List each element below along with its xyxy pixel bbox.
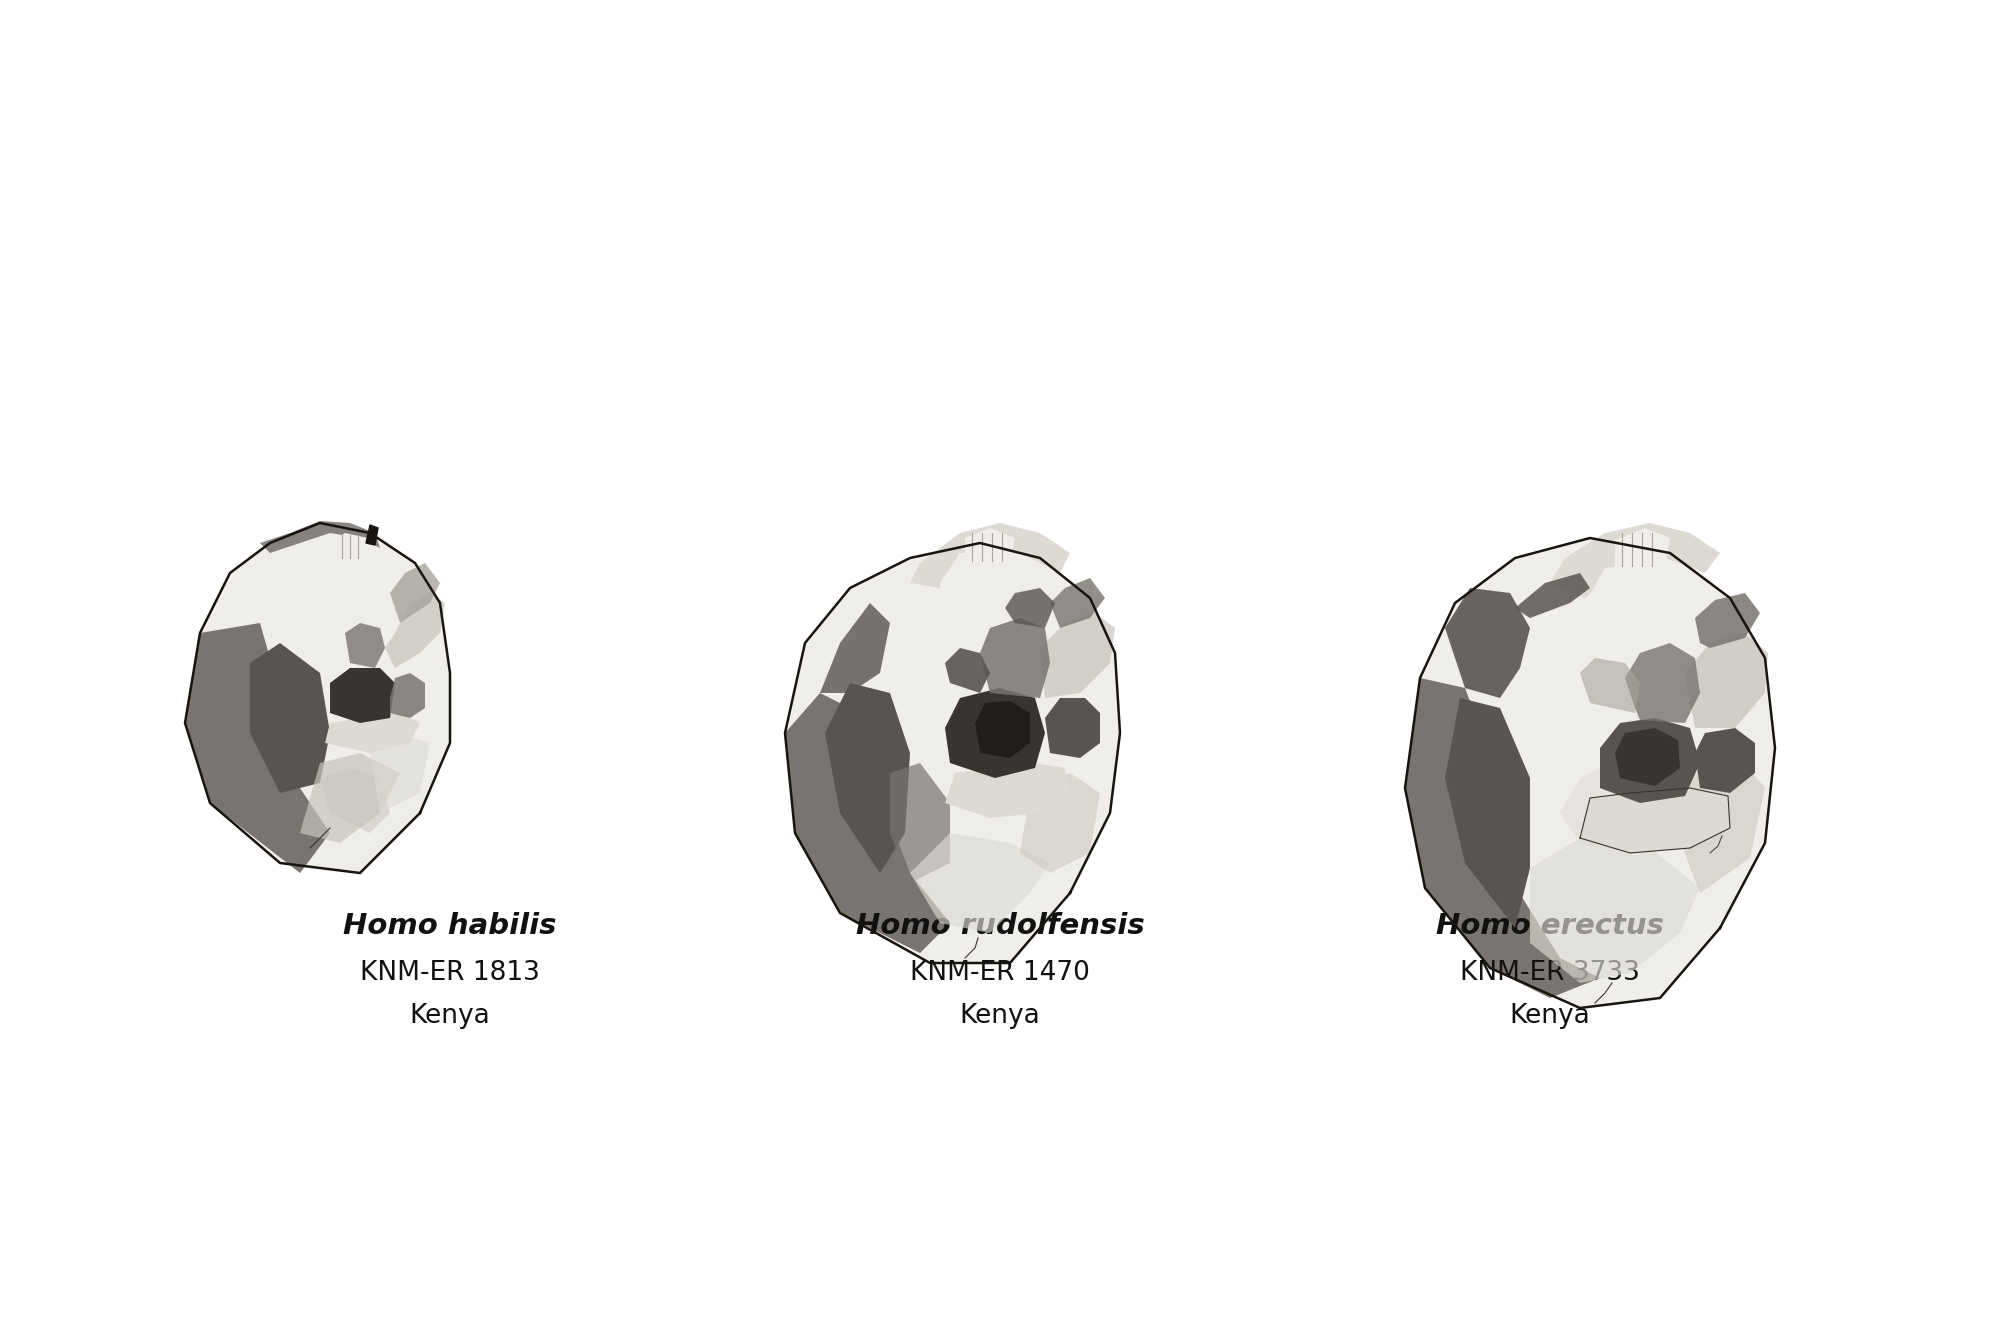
Polygon shape [1530, 838, 1700, 982]
Polygon shape [1404, 539, 1776, 1008]
Polygon shape [1696, 728, 1756, 793]
Polygon shape [910, 523, 1070, 588]
Polygon shape [1684, 633, 1768, 728]
Polygon shape [330, 668, 396, 722]
Polygon shape [964, 528, 1016, 563]
Polygon shape [1616, 728, 1680, 786]
Text: Kenya: Kenya [1510, 1002, 1590, 1029]
Polygon shape [784, 693, 950, 953]
Polygon shape [1040, 613, 1116, 698]
Polygon shape [1580, 659, 1640, 713]
Polygon shape [1600, 718, 1700, 802]
Polygon shape [826, 682, 910, 873]
Polygon shape [370, 733, 430, 813]
Polygon shape [250, 643, 330, 793]
Polygon shape [946, 762, 1070, 818]
Polygon shape [946, 688, 1044, 778]
Polygon shape [1584, 563, 1676, 720]
Polygon shape [1006, 588, 1056, 628]
Polygon shape [1624, 643, 1700, 722]
Polygon shape [1404, 678, 1600, 998]
Polygon shape [890, 762, 950, 882]
Polygon shape [260, 521, 380, 553]
Text: Homo rudolfensis: Homo rudolfensis [856, 912, 1144, 941]
Polygon shape [324, 543, 390, 633]
Text: Kenya: Kenya [410, 1002, 490, 1029]
Text: KNM-ER 1813: KNM-ER 1813 [360, 960, 540, 986]
Polygon shape [1616, 528, 1670, 568]
Polygon shape [1044, 698, 1100, 758]
Polygon shape [366, 525, 378, 545]
Polygon shape [184, 523, 450, 873]
Polygon shape [1580, 788, 1730, 853]
Polygon shape [1560, 758, 1670, 853]
Polygon shape [1516, 573, 1590, 619]
Polygon shape [390, 563, 440, 623]
Text: KNM-ER 1470: KNM-ER 1470 [910, 960, 1090, 986]
Polygon shape [390, 673, 424, 718]
Polygon shape [1550, 523, 1720, 599]
Polygon shape [300, 753, 400, 842]
Polygon shape [184, 623, 330, 873]
Text: Kenya: Kenya [960, 1002, 1040, 1029]
Polygon shape [946, 648, 990, 693]
Polygon shape [1696, 593, 1760, 648]
Polygon shape [784, 543, 1120, 962]
Polygon shape [940, 553, 1020, 693]
Polygon shape [980, 619, 1050, 698]
Polygon shape [1670, 758, 1766, 893]
Polygon shape [1444, 698, 1530, 928]
Polygon shape [1444, 588, 1530, 698]
Polygon shape [910, 833, 1050, 933]
Polygon shape [320, 768, 390, 833]
Polygon shape [332, 533, 368, 559]
Polygon shape [976, 701, 1030, 758]
Text: Homo habilis: Homo habilis [344, 912, 556, 941]
Text: KNM-ER 3733: KNM-ER 3733 [1460, 960, 1640, 986]
Polygon shape [820, 603, 890, 693]
Polygon shape [384, 593, 444, 668]
Polygon shape [346, 623, 384, 668]
Polygon shape [1050, 579, 1104, 628]
Polygon shape [324, 713, 420, 753]
Text: Homo erectus: Homo erectus [1436, 912, 1664, 941]
Polygon shape [1020, 773, 1100, 873]
